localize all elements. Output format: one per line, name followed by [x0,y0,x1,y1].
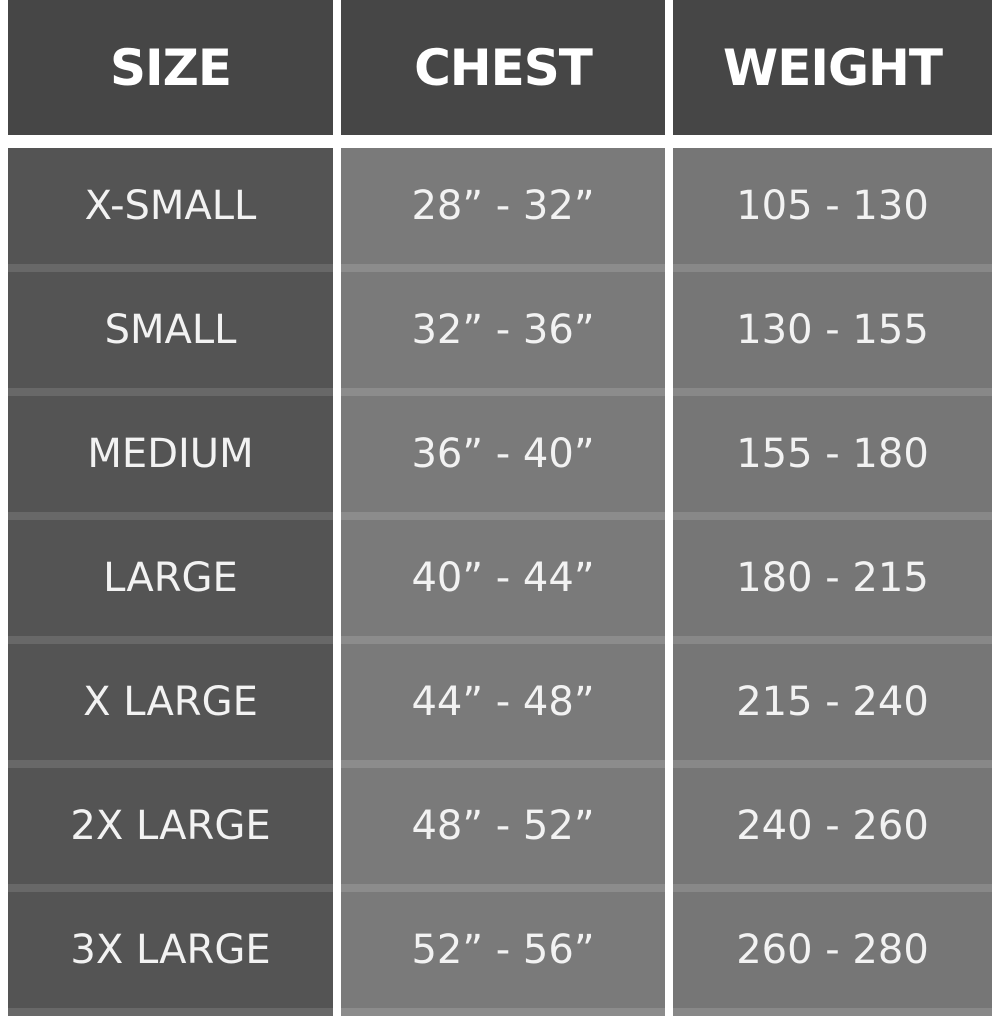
chest-column: 28” - 32” 32” - 36” 36” - 40” 40” - 44” 44” … [341,148,665,1016]
chest-cell: 52” - 56” [341,892,665,1016]
header-chest: CHEST [341,0,665,135]
size-cell: LARGE [8,520,333,644]
size-cell: X LARGE [8,644,333,768]
size-cell: SMALL [8,272,333,396]
size-cell: 3X LARGE [8,892,333,1016]
chest-cell: 32” - 36” [341,272,665,396]
header-size: SIZE [8,0,333,135]
chest-cell: 28” - 32” [341,148,665,272]
weight-cell: 155 - 180 [673,396,992,520]
size-cell: 2X LARGE [8,768,333,892]
chest-cell: 36” - 40” [341,396,665,520]
chest-cell: 48” - 52” [341,768,665,892]
weight-cell: 105 - 130 [673,148,992,272]
size-cell: X-SMALL [8,148,333,272]
header-weight: WEIGHT [673,0,992,135]
chest-cell: 40” - 44” [341,520,665,644]
weight-cell: 260 - 280 [673,892,992,1016]
weight-cell: 180 - 215 [673,520,992,644]
size-column: X-SMALL SMALL MEDIUM LARGE X LARGE 2X LARGE 3X… [8,148,333,1016]
weight-cell: 130 - 155 [673,272,992,396]
weight-cell: 240 - 260 [673,768,992,892]
weight-column: 105 - 130 130 - 155 155 - 180 180 - 215 215 … [673,148,992,1016]
chest-cell: 44” - 48” [341,644,665,768]
size-cell: MEDIUM [8,396,333,520]
weight-cell: 215 - 240 [673,644,992,768]
